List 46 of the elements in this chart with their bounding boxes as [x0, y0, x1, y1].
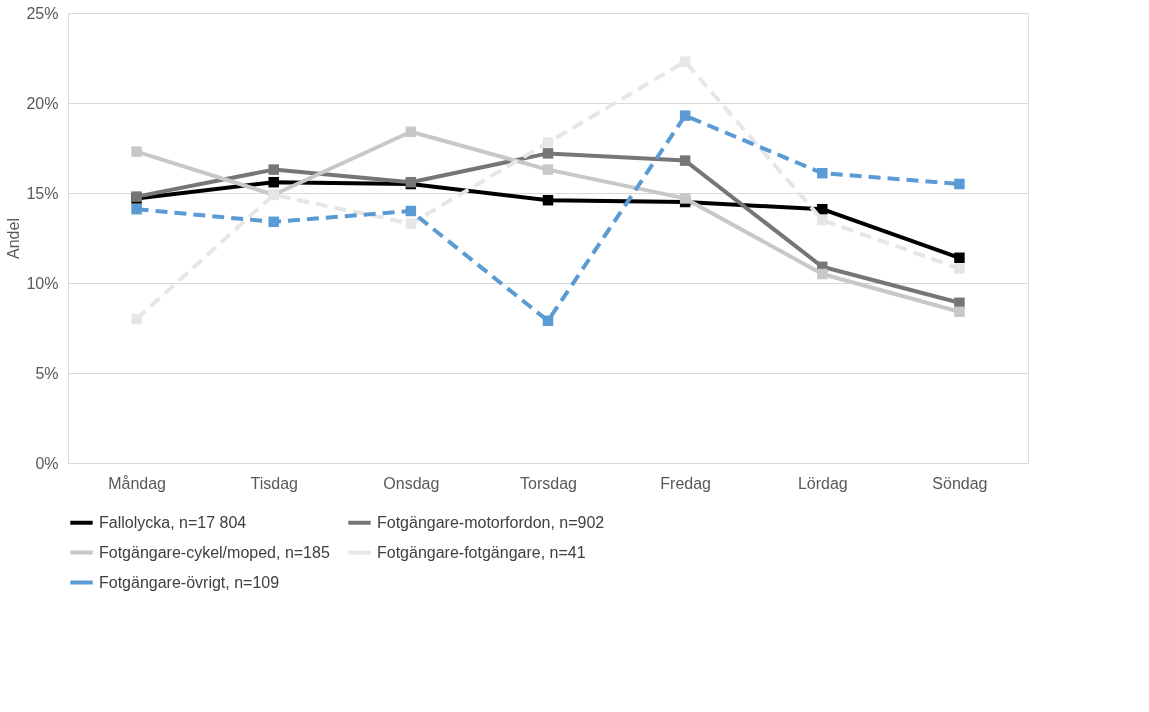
point: [542, 315, 554, 327]
point: [542, 164, 554, 175]
point: [679, 155, 691, 166]
y-tick-label: 0%: [35, 454, 59, 472]
point: [817, 214, 828, 226]
x-tick-label: Lördag: [797, 474, 848, 492]
point: [405, 126, 417, 138]
x-tick-label: Torsdag: [520, 474, 577, 492]
point: [817, 268, 828, 280]
point: [954, 252, 965, 264]
point: [131, 203, 142, 215]
y-tick-label: 10%: [26, 274, 59, 292]
x-tick-label: Fredag: [660, 474, 711, 492]
legend-label: Fotgängare-motorfordon, n=902: [377, 513, 605, 531]
y-tick-label: 20%: [26, 94, 59, 112]
point: [268, 164, 279, 175]
point: [954, 297, 965, 309]
y-tick-label: 15%: [26, 184, 59, 202]
y-tick-label: 25%: [26, 4, 59, 22]
point: [817, 167, 828, 179]
point: [131, 313, 142, 325]
legend-label: Fallolycka, n=17 804: [99, 513, 247, 531]
point: [405, 205, 417, 217]
point: [131, 146, 142, 157]
legend-label: Fotgängare-fotgängare, n=41: [377, 543, 586, 561]
point: [679, 56, 691, 67]
x-tick-label: Onsdag: [383, 474, 440, 492]
point: [268, 176, 279, 188]
point: [954, 263, 965, 274]
x-tick-label: Måndag: [108, 474, 166, 492]
point: [954, 178, 965, 190]
legend-label: Fotgängare-cykel/moped, n=185: [99, 543, 330, 561]
x-tick-label: Tisdag: [250, 474, 298, 492]
point: [679, 193, 691, 204]
point: [954, 306, 965, 318]
x-tick-label: Söndag: [932, 474, 988, 492]
point: [817, 203, 828, 215]
point: [679, 110, 691, 121]
point: [405, 218, 417, 229]
y-axis-title: Andel: [5, 218, 23, 259]
legend-label: Fotgängare-övrigt, n=109: [99, 573, 280, 591]
point: [268, 216, 279, 228]
point: [542, 194, 554, 206]
point: [542, 137, 554, 148]
point: [542, 148, 554, 159]
y-tick-label: 5%: [35, 364, 59, 382]
